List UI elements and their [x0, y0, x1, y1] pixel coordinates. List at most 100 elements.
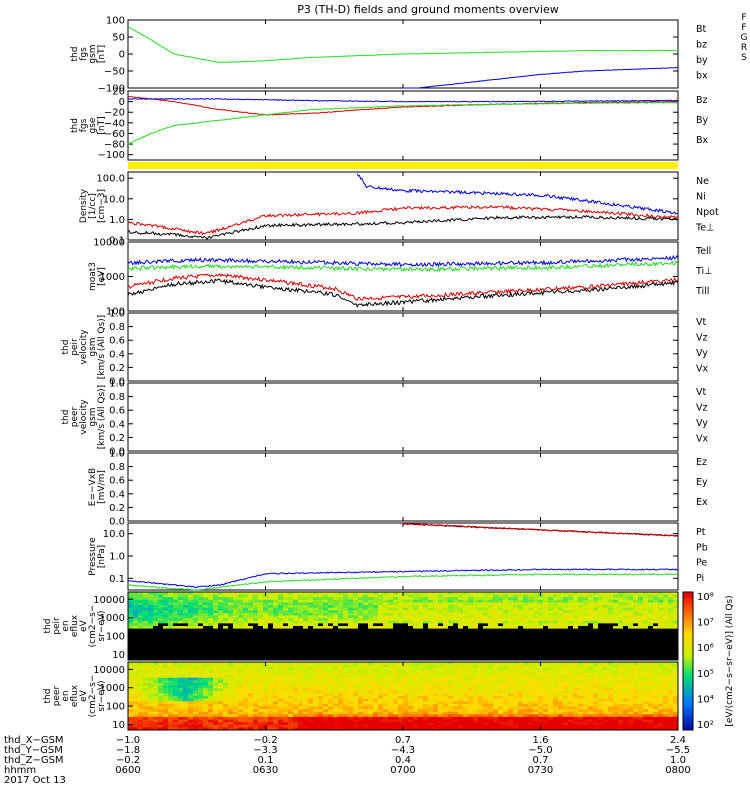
peer-en-eflux-cell	[363, 724, 369, 728]
peer-en-eflux-cell	[433, 727, 439, 731]
peer-en-eflux-cell	[468, 719, 474, 723]
peir-en-eflux-cell	[448, 646, 454, 650]
peir-en-eflux-cell	[143, 597, 149, 601]
peir-en-eflux-cell	[518, 633, 524, 637]
peir-en-eflux-cell	[268, 646, 274, 650]
peir-en-eflux-cell	[478, 594, 484, 598]
peer-en-eflux-cell	[163, 701, 169, 705]
peir-en-eflux-cell	[598, 618, 604, 622]
peer-en-eflux-cell	[243, 667, 249, 671]
peer-en-eflux-cell	[383, 709, 389, 713]
peer-en-eflux-cell	[298, 685, 304, 689]
peir-en-eflux-cell	[373, 610, 379, 614]
peir-en-eflux-cell	[623, 602, 629, 606]
peir-en-eflux-cell	[268, 597, 274, 601]
peer-en-eflux-cell	[468, 675, 474, 679]
peer-en-eflux-cell	[348, 709, 354, 713]
peer-en-eflux-cell	[368, 662, 374, 666]
peer-en-eflux-cell	[453, 706, 459, 710]
peir-en-eflux-cell	[498, 654, 504, 658]
peir-en-eflux-cell	[383, 657, 389, 661]
peir-en-eflux-cell	[568, 626, 574, 630]
peir-en-eflux-cell	[293, 644, 299, 648]
peir-en-eflux-cell	[228, 620, 234, 624]
peir-en-eflux-cell	[488, 623, 494, 627]
peer-en-eflux-cell	[268, 662, 274, 666]
peer-en-eflux-cell	[213, 706, 219, 710]
peir-en-eflux-cell	[373, 612, 379, 616]
peer-en-eflux-cell	[243, 701, 249, 705]
peer-en-eflux-cell	[368, 667, 374, 671]
peer-en-eflux-cell	[338, 682, 344, 686]
peir-en-eflux-cell	[258, 654, 264, 658]
peer-en-eflux-cell	[338, 714, 344, 718]
peer-en-eflux-cell	[198, 669, 204, 673]
peer-en-eflux-cell	[408, 664, 414, 668]
peer-en-eflux-cell	[148, 698, 154, 702]
peer-en-eflux-cell	[398, 667, 404, 671]
peer-en-eflux-cell	[368, 722, 374, 726]
peir-en-eflux-cell	[593, 602, 599, 606]
peir-en-eflux-cell	[303, 641, 309, 645]
peir-en-eflux-cell	[563, 620, 569, 624]
peir-en-eflux-cell	[588, 610, 594, 614]
peer-en-eflux-cell	[358, 667, 364, 671]
peer-en-eflux-cell	[198, 703, 204, 707]
peir-en-eflux-cell	[488, 646, 494, 650]
peer-en-eflux-cell	[253, 716, 259, 720]
peer-en-eflux-cell	[328, 682, 334, 686]
peer-en-eflux-cell	[298, 693, 304, 697]
peer-en-eflux-cell	[208, 669, 214, 673]
peir-en-eflux-cell	[428, 612, 434, 616]
peer-en-eflux-cell	[268, 698, 274, 702]
peer-en-eflux-cell	[418, 701, 424, 705]
peer-en-eflux-cell	[223, 690, 229, 694]
peer-en-eflux-cell	[363, 701, 369, 705]
peer-en-eflux-cell	[133, 685, 139, 689]
peer-en-eflux-cell	[443, 675, 449, 679]
peir-en-eflux-cell	[448, 607, 454, 611]
peir-en-eflux-cell	[553, 657, 559, 661]
peir-en-eflux-cell	[148, 649, 154, 653]
peer-en-eflux-cell	[363, 682, 369, 686]
peer-en-eflux-cell	[128, 682, 134, 686]
peer-en-eflux-cell	[388, 669, 394, 673]
peir-en-eflux-cell	[188, 652, 194, 656]
peer-en-eflux-cell	[148, 664, 154, 668]
temperature-ytick-label: 100	[106, 307, 125, 318]
peir-en-eflux-cell	[263, 633, 269, 637]
peer-en-eflux-cell	[318, 722, 324, 726]
peer-en-eflux-cell	[273, 680, 279, 684]
peer-en-eflux-cell	[343, 722, 349, 726]
peer-en-eflux-cell	[443, 709, 449, 713]
peir-en-eflux-cell	[228, 633, 234, 637]
peir-en-eflux-cell	[598, 594, 604, 598]
peir-en-eflux-cell	[463, 623, 469, 627]
peir-en-eflux-cell	[653, 654, 659, 658]
peir-en-eflux-cell	[353, 657, 359, 661]
peir-en-eflux-cell	[208, 654, 214, 658]
peir-en-eflux-cell	[173, 636, 179, 640]
peir-en-eflux-cell	[268, 610, 274, 614]
peer-en-eflux-cell	[133, 727, 139, 731]
peer-en-eflux-cell	[363, 693, 369, 697]
peir-en-eflux-cell	[233, 620, 239, 624]
peer-en-eflux-cell	[428, 709, 434, 713]
peir-en-eflux-cell	[288, 599, 294, 603]
peer-en-eflux-cell	[313, 724, 319, 728]
peer-en-eflux-cell	[468, 724, 474, 728]
peir-en-eflux-cell	[313, 652, 319, 656]
peir-en-eflux-cell	[303, 602, 309, 606]
peir-en-eflux-cell	[498, 612, 504, 616]
peir-en-eflux-cell	[193, 628, 199, 632]
peer-en-eflux-cell	[183, 709, 189, 713]
peer-en-eflux-cell	[463, 714, 469, 718]
peir-en-eflux-cell	[183, 633, 189, 637]
peir-en-eflux-cell	[538, 615, 544, 619]
peer-en-eflux-cell	[188, 706, 194, 710]
peir-en-eflux-cell	[393, 620, 399, 624]
peir-en-eflux-cell	[558, 592, 564, 596]
peer-en-eflux-cell	[443, 693, 449, 697]
peir-en-eflux-cell	[513, 602, 519, 606]
peir-en-eflux-cell	[413, 620, 419, 624]
